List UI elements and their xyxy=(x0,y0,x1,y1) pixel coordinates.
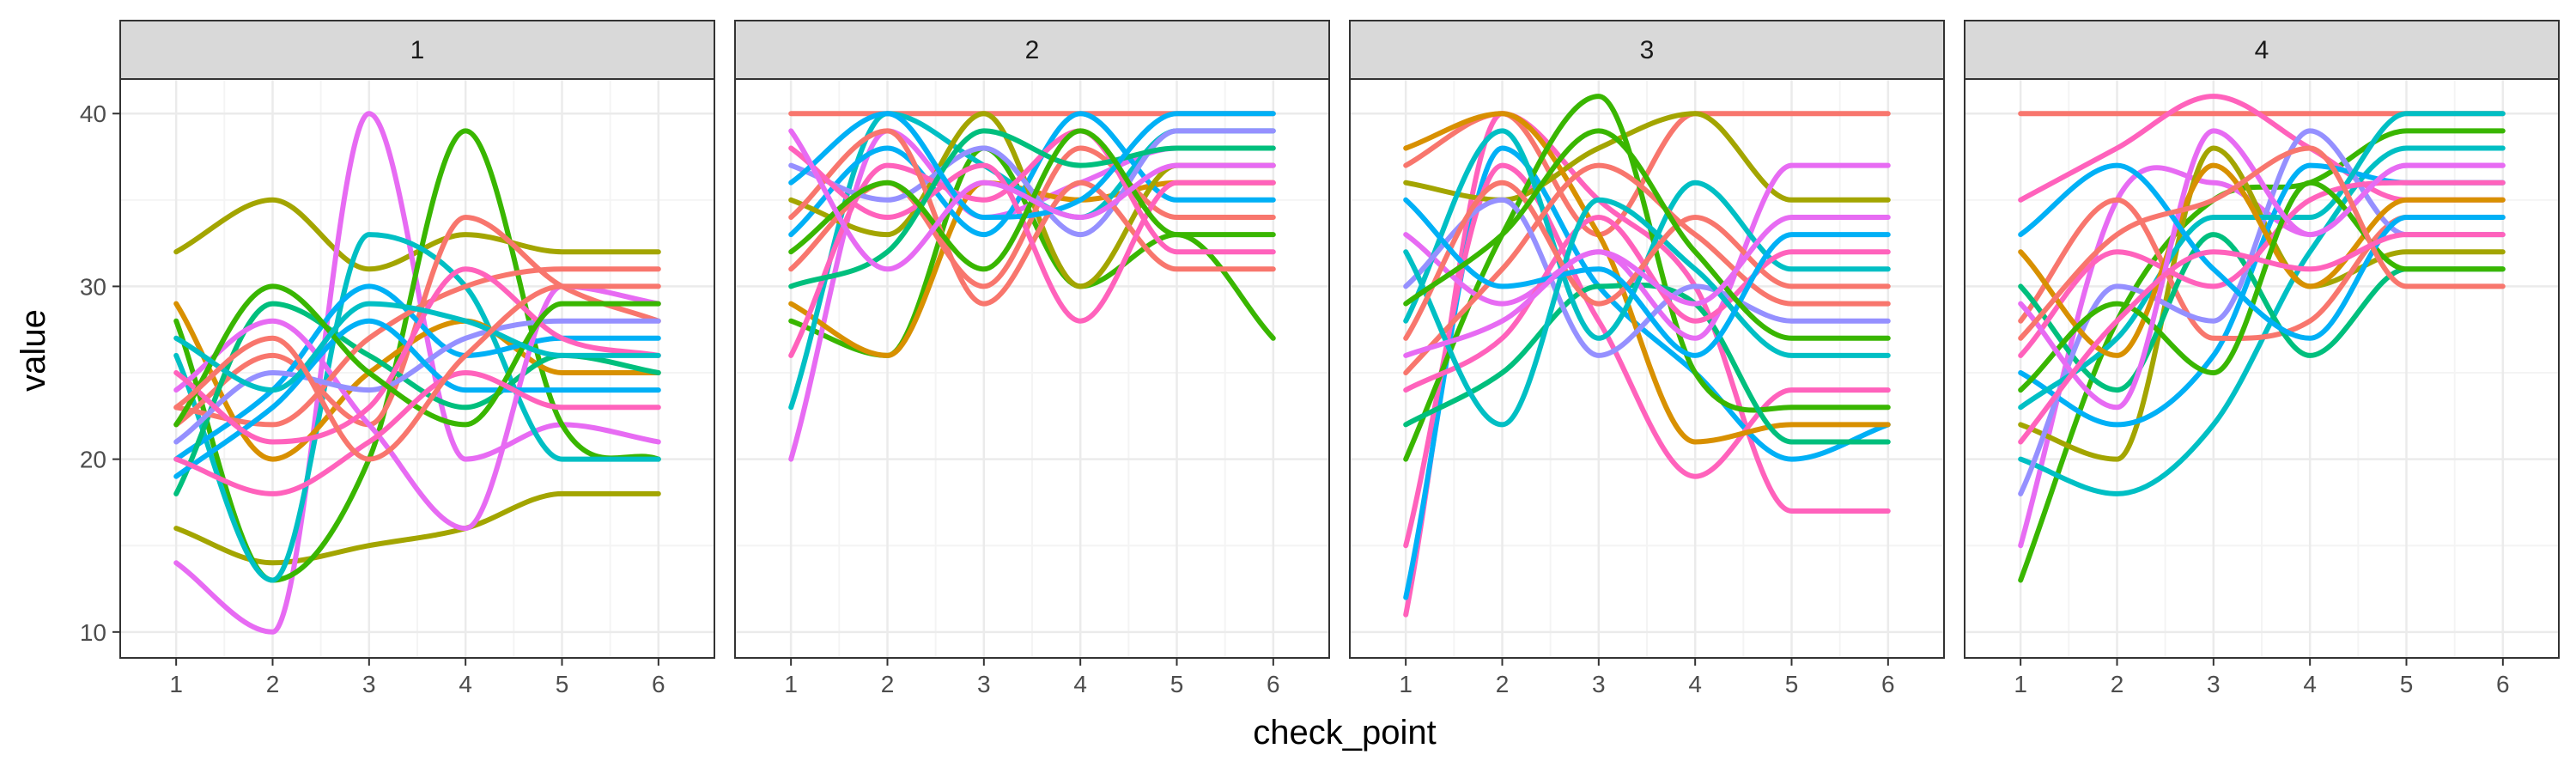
series-line-panel1-3 xyxy=(173,111,661,635)
x-tick-label: 4 xyxy=(1688,671,1702,697)
series-line-panel4-17 xyxy=(2018,145,2506,341)
x-tick-label: 2 xyxy=(266,671,280,697)
series-line-panel3-2 xyxy=(1403,111,1891,618)
facet-strip-label: 3 xyxy=(1640,36,1655,64)
facet-strip xyxy=(1964,20,2560,80)
x-tick-label: 5 xyxy=(2400,671,2414,697)
series-line-panel3-13 xyxy=(1403,215,1891,393)
series-line-panel1-15 xyxy=(173,283,661,428)
series-line-panel3-9 xyxy=(1403,162,1891,341)
panel-border xyxy=(734,78,1330,659)
facet-panels: 1 1 2 3 4 5 6 2 1 2 3 4 5 6 3 1 2 3 4 5 6 4 1 2 3 4 5 6 xyxy=(119,20,2560,697)
series-line-panel3-14 xyxy=(1403,197,1891,428)
x-tick-label: 5 xyxy=(1785,671,1799,697)
x-tick-label: 2 xyxy=(881,671,895,697)
series-line-panel4-6 xyxy=(2018,145,2506,462)
x-tick-label: 3 xyxy=(977,671,991,697)
series-line-panel2-15 xyxy=(788,128,1276,272)
y-tick-label: 10 xyxy=(80,619,106,646)
series-lines xyxy=(1403,94,1891,618)
x-tick-label: 2 xyxy=(2111,671,2124,697)
x-tick-label: 5 xyxy=(556,671,569,697)
x-tick-label: 3 xyxy=(2207,671,2221,697)
series-line-panel3-15 xyxy=(1403,180,1891,341)
x-tick-label: 3 xyxy=(362,671,376,697)
series-line-panel2-12 xyxy=(788,145,1276,324)
x-tick-label: 1 xyxy=(784,671,798,697)
facet-panel-4: 4 1 2 3 4 5 6 xyxy=(1964,20,2560,697)
x-tick-label: 1 xyxy=(169,671,183,697)
series-line-panel3-12 xyxy=(1403,197,1891,358)
series-line-panel4-12 xyxy=(2018,180,2506,358)
x-tick-label: 6 xyxy=(2496,671,2510,697)
y-axis: 10 20 30 40 xyxy=(80,100,120,646)
series-line-panel4-15 xyxy=(2018,128,2506,411)
panel-border xyxy=(119,78,715,659)
panel-border xyxy=(1349,78,1945,659)
facet-strip-label: 4 xyxy=(2255,36,2269,64)
facet-strip-label: 1 xyxy=(410,36,425,64)
series-lines xyxy=(173,111,661,635)
series-line-panel1-18 xyxy=(173,283,661,462)
y-tick-label: 40 xyxy=(80,100,106,127)
x-axis-title: check_point xyxy=(1253,714,1436,752)
x-tick-label: 4 xyxy=(2303,671,2317,697)
series-lines xyxy=(788,111,1276,462)
facet-strip xyxy=(119,20,715,80)
series-line-panel3-16 xyxy=(1403,197,1891,358)
series-line-panel1-16 xyxy=(173,370,661,496)
x-tick-label: 6 xyxy=(1267,671,1280,697)
x-tick-label: 4 xyxy=(459,671,472,697)
series-lines xyxy=(2018,94,2506,583)
series-line-panel1-12 xyxy=(173,318,661,445)
x-tick-label: 1 xyxy=(2014,671,2027,697)
panel-border xyxy=(1964,78,2560,659)
series-line-panel1-2 xyxy=(173,490,661,566)
series-line-panel4-5 xyxy=(2018,145,2506,496)
x-tick-label: 6 xyxy=(1881,671,1895,697)
series-line-panel4-18 xyxy=(2018,232,2506,445)
series-line-panel3-8 xyxy=(1403,282,1891,445)
series-line-panel2-11 xyxy=(788,128,1276,307)
y-tick-label: 30 xyxy=(80,273,106,300)
series-line-panel1-17 xyxy=(173,301,661,393)
series-line-panel3-6 xyxy=(1403,111,1891,445)
series-line-panel1-5 xyxy=(173,232,661,583)
series-line-panel3-17 xyxy=(1403,128,1891,341)
y-tick-label: 20 xyxy=(80,447,106,473)
series-line-panel3-10 xyxy=(1403,128,1891,341)
x-tick-label: 6 xyxy=(652,671,665,697)
facet-panel-3: 3 1 2 3 4 5 6 xyxy=(1349,20,1945,697)
y-axis-title: value xyxy=(15,309,52,392)
facet-panel-2: 2 1 2 3 4 5 6 xyxy=(734,20,1330,697)
series-line-panel3-18 xyxy=(1403,214,1891,358)
series-line-panel1-11 xyxy=(173,266,661,428)
series-line-panel4-14 xyxy=(2018,180,2506,393)
facet-panel-1: 1 1 2 3 4 5 6 xyxy=(119,20,715,697)
x-tick-label: 2 xyxy=(1496,671,1510,697)
x-tick-label: 5 xyxy=(1170,671,1184,697)
series-line-panel2-13 xyxy=(788,128,1276,289)
facet-strip-label: 2 xyxy=(1025,36,1040,64)
series-line-panel1-1 xyxy=(173,197,661,272)
facet-strip xyxy=(1349,20,1945,80)
series-line-panel2-16 xyxy=(788,128,1276,272)
series-line-panel4-16 xyxy=(2018,162,2506,341)
x-tick-label: 4 xyxy=(1073,671,1087,697)
series-line-panel3-4 xyxy=(1403,162,1891,549)
facet-strip xyxy=(734,20,1330,80)
series-line-panel2-14 xyxy=(788,111,1276,220)
x-tick-label: 3 xyxy=(1592,671,1606,697)
x-tick-label: 1 xyxy=(1399,671,1413,697)
series-line-panel1-14 xyxy=(173,266,661,445)
series-line-panel1-6 xyxy=(173,301,661,462)
